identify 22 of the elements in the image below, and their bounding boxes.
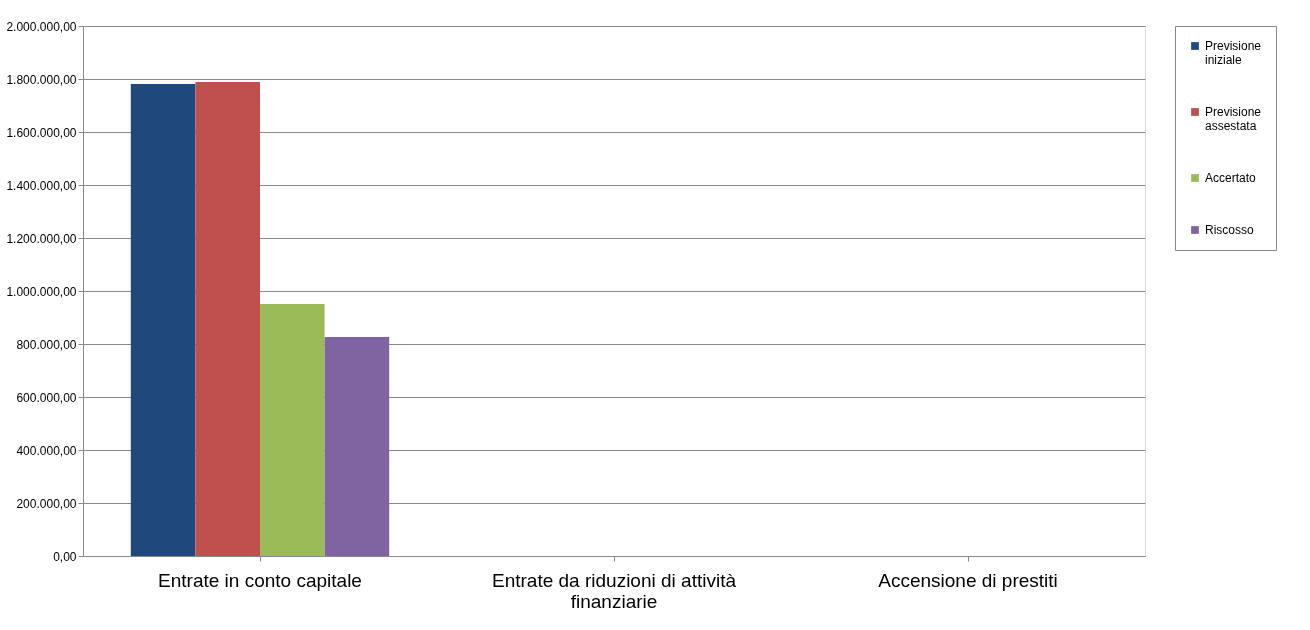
x-tick-label: Entrate da riduzioni di attività finanziarie [492, 569, 737, 612]
y-tick-label: 1.600.000,00 [6, 125, 77, 140]
y-tick-label: 1.200.000,00 [6, 231, 77, 246]
bar [130, 84, 196, 556]
y-tick-label: 400.000,00 [16, 443, 77, 458]
y-tick-label: 2.000.000,00 [6, 19, 77, 34]
x-tick-label: Accensione di prestiti [878, 569, 1058, 591]
x-tick-label: Entrate in conto capitale [158, 569, 362, 591]
legend-label: Riscosso [1205, 223, 1255, 237]
y-tick-label: 1.000.000,00 [6, 284, 77, 299]
bar [195, 81, 260, 556]
legend-label: Previsione iniziale [1205, 39, 1262, 67]
legend-label: Accertato [1205, 171, 1257, 185]
y-tick-label: 600.000,00 [16, 390, 77, 405]
bar [260, 303, 325, 556]
y-tick-label: 1.800.000,00 [6, 72, 77, 87]
y-tick-label: 0,00 [53, 549, 77, 564]
bar [324, 337, 390, 556]
y-tick-label: 200.000,00 [16, 496, 77, 511]
y-tick-label: 1.400.000,00 [6, 178, 77, 193]
legend-label: Previsione assestata [1205, 105, 1262, 133]
y-tick-label: 800.000,00 [16, 337, 77, 352]
